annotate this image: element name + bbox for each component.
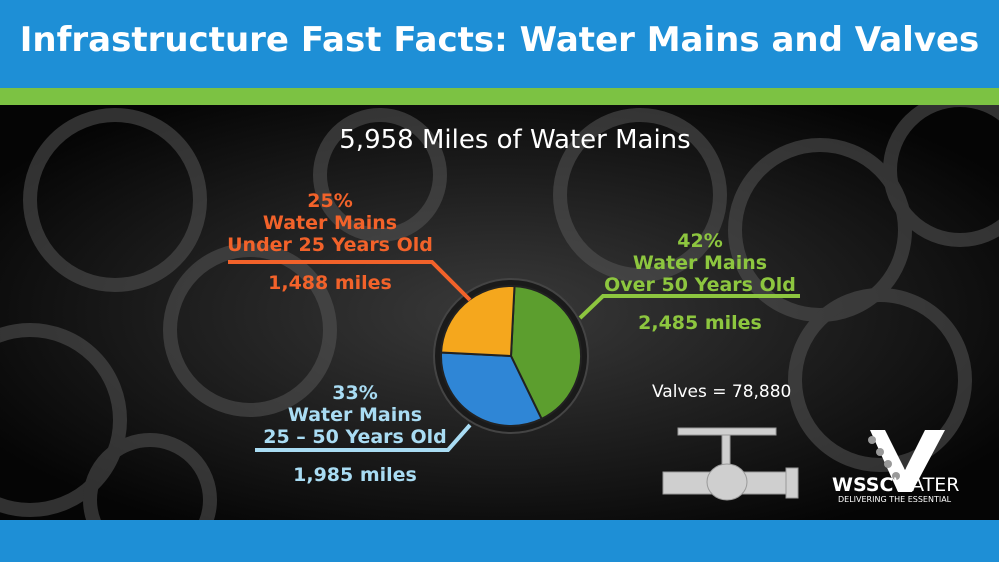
category-label: Water Mains Under 25 Years Old	[227, 212, 433, 256]
leader-line	[255, 423, 472, 452]
category-label: Water Mains Over 50 Years Old	[604, 252, 796, 296]
percent-label: 33%	[332, 382, 378, 404]
chart-title: 5,958 Miles of Water Mains	[339, 125, 691, 155]
logo: WSSCWATER	[832, 474, 960, 496]
pie-slice	[440, 351, 543, 427]
logo-name: WATER	[893, 474, 960, 496]
category-label: Water Mains 25 – 50 Years Old	[263, 404, 447, 448]
percent-label: 25%	[307, 190, 353, 212]
logo-tagline: DELIVERING THE ESSENTIAL	[838, 495, 952, 504]
page-title: Infrastructure Fast Facts: Water Mains a…	[19, 20, 980, 60]
pie-slice	[509, 285, 582, 421]
percent-label: 42%	[677, 230, 723, 252]
miles-label: 2,485 miles	[638, 312, 762, 334]
valves-count: Valves = 78,880	[652, 382, 792, 402]
miles-label: 1,985 miles	[293, 464, 417, 486]
pie-slice	[440, 285, 516, 358]
miles-label: 1,488 miles	[268, 272, 392, 294]
logo-bold: WSSC	[832, 474, 894, 496]
leader-line	[228, 260, 472, 302]
leader-line	[578, 294, 800, 320]
